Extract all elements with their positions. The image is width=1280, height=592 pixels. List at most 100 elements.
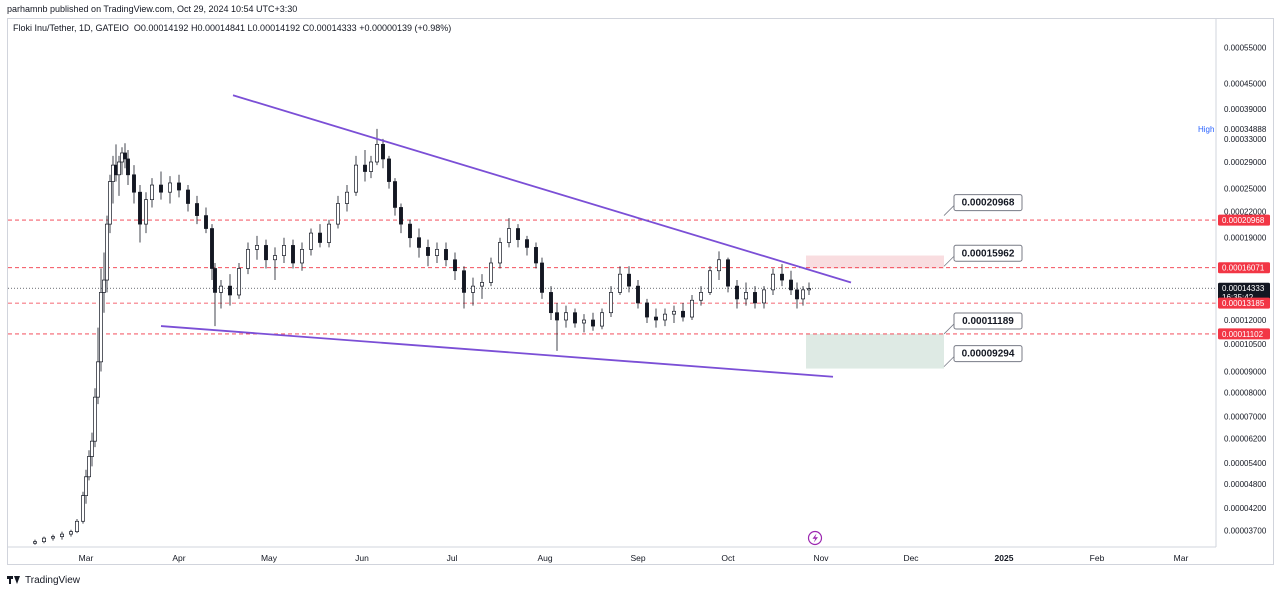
candle [690,294,694,321]
support-zone[interactable] [806,333,944,369]
candle-body [60,533,64,537]
price-callout[interactable]: 0.00020968 [943,194,1023,216]
candle-body [735,285,739,300]
candle [51,534,55,541]
candle-body [627,273,631,287]
candle-body [555,312,559,321]
candle [681,302,685,322]
candle-body [117,161,121,176]
candle-body [84,476,88,496]
candle-body [108,181,112,225]
price-callout[interactable]: 0.00015962 [943,244,1023,267]
candle-body [273,255,277,261]
candle-body [717,259,721,272]
candle [699,286,703,306]
candle [138,185,142,243]
price-badge-label: 0.00013185 [1222,299,1265,308]
candle [801,286,805,306]
price-tick-label: 0.00005400 [1224,459,1267,468]
candle-body [144,199,148,225]
candle-body [177,182,181,191]
candle [462,266,466,309]
candle [318,224,322,248]
candle-body [600,312,604,327]
callout-box [953,194,1023,212]
candle [555,302,559,351]
candle [744,282,748,306]
candle-body [264,245,268,261]
candle [219,280,223,309]
candle [309,228,313,256]
candle-body [255,245,259,250]
resistance-zone[interactable] [806,255,944,269]
price-level-badge [1218,214,1270,226]
price-tick-label: 0.00045000 [1224,79,1267,88]
candle [540,257,544,299]
candle [105,215,109,293]
candle [453,252,457,281]
price-level-badge [1218,328,1270,340]
time-tick-label: 2025 [995,553,1014,563]
candle [336,195,340,229]
trendlines-layer [160,94,852,378]
ohlc-legend: Floki Inu/Tether, 1D, GATEIO O0.00014192… [13,23,451,33]
price-badge-label: 0.00020968 [1222,216,1265,225]
candle [609,286,613,318]
candle-body [123,152,127,160]
tradingview-logo-icon[interactable] [7,575,21,585]
price-callout[interactable]: 0.00011189 [943,312,1023,335]
candle [81,491,85,524]
candle-body [246,249,250,269]
candle [33,539,37,545]
candle-body [354,164,358,193]
candle [117,155,121,196]
candle-body [672,310,676,315]
candle [426,239,430,267]
candle-body [291,245,295,264]
price-tick-label: 0.00019000 [1224,234,1267,243]
candle-body [540,262,544,293]
price-tick-label: 0.00025000 [1224,185,1267,194]
candle-body [534,247,538,264]
candle [150,178,154,208]
candle-body [69,531,73,535]
trendline[interactable] [232,94,852,284]
candle-body [795,289,799,300]
candle [204,207,208,234]
candle [489,257,493,287]
price-tick-label: 0.00007000 [1224,413,1267,422]
price-level-badge [1218,297,1270,309]
candle-body [42,537,46,543]
footer-brand[interactable]: TradingView [25,574,81,586]
price-level-badge [1218,262,1270,274]
trendline[interactable] [160,325,834,378]
candle [213,262,217,327]
candle [717,251,721,281]
candle-body [168,182,172,193]
candle [255,235,259,260]
candle [93,388,97,448]
candle [582,314,586,333]
price-tick-label: 0.00003700 [1224,527,1267,536]
candle [807,282,811,295]
candle-body [138,191,142,225]
candle-body [516,228,520,240]
candle-body [237,268,241,296]
price-callout[interactable]: 0.00009294 [943,345,1023,367]
candle [444,242,448,267]
symbol-name[interactable]: Floki Inu/Tether, 1D, GATEIO [13,23,129,33]
price-badge-label: 0.00016071 [1222,264,1265,273]
candle-body [681,310,685,318]
candle-body [75,520,79,533]
flash-icon[interactable] [807,530,823,546]
candle [144,192,148,234]
callout-label: 0.00009294 [962,349,1015,360]
price-lines-layer [8,219,1216,335]
time-tick-label: May [261,553,278,563]
candle-body [219,285,223,293]
time-tick-label: Oct [721,553,735,563]
candle-body [471,285,475,293]
candle-body [186,189,190,204]
candle-body [498,242,502,264]
